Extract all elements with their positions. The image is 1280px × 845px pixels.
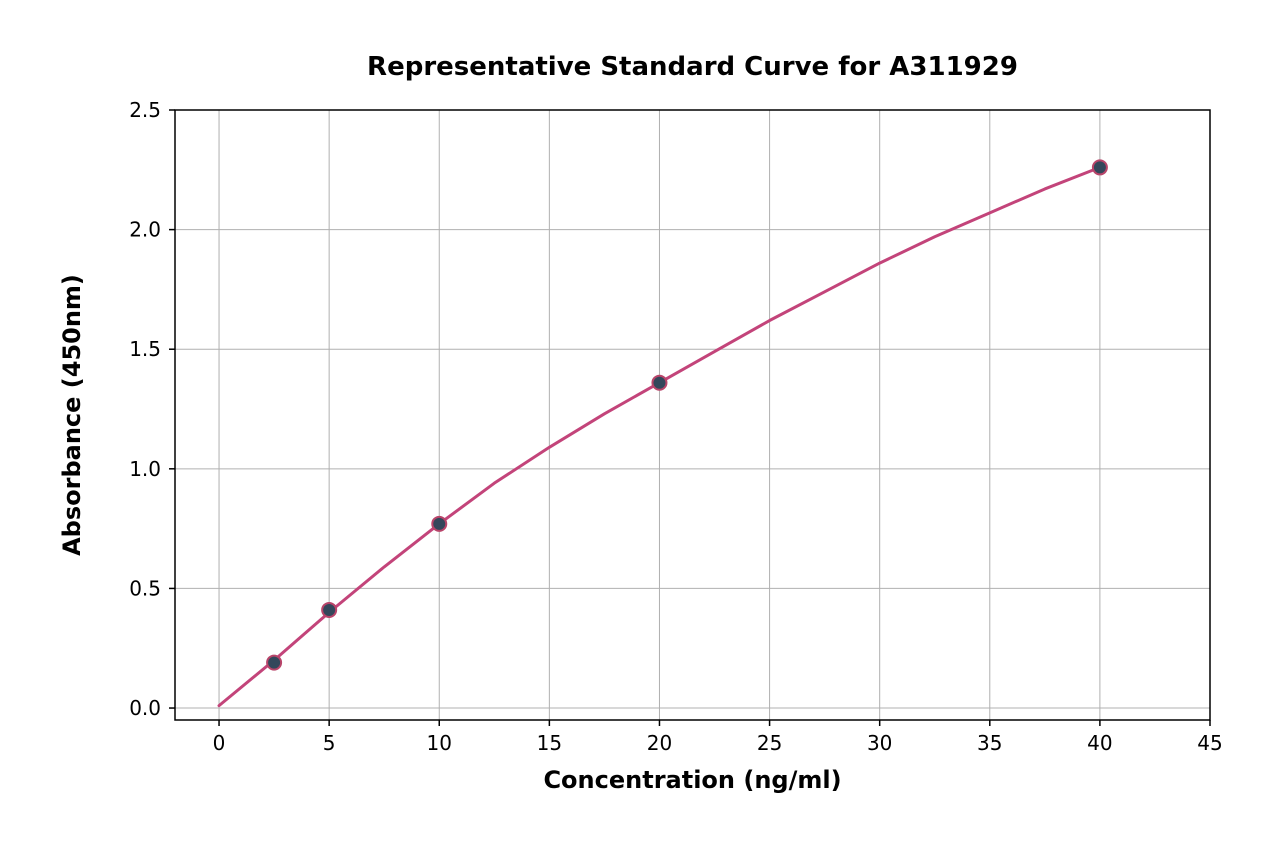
standard-curve-chart: 0 5 10 15 20 25 30 35 40 45 0.0 0.5 1.0 1.5 2.0 2.5 Conc… xyxy=(0,0,1280,845)
x-axis-label: Concentration (ng/ml) xyxy=(543,766,841,794)
x-tick-label: 25 xyxy=(757,731,782,755)
x-tick-label: 15 xyxy=(537,731,562,755)
chart-background xyxy=(0,0,1280,845)
x-tick-label: 20 xyxy=(647,731,672,755)
y-tick-label: 2.0 xyxy=(129,218,161,242)
data-point xyxy=(322,603,336,617)
y-tick-label: 0.5 xyxy=(129,576,161,600)
data-point xyxy=(1093,160,1107,174)
data-point xyxy=(432,517,446,531)
x-tick-label: 35 xyxy=(977,731,1002,755)
x-tick-label: 0 xyxy=(213,731,226,755)
y-tick-label: 1.5 xyxy=(129,337,161,361)
x-tick-label: 40 xyxy=(1087,731,1112,755)
y-tick-label: 1.0 xyxy=(129,457,161,481)
x-tick-label: 30 xyxy=(867,731,892,755)
y-axis-label: Absorbance (450nm) xyxy=(58,274,86,556)
chart-container: 0 5 10 15 20 25 30 35 40 45 0.0 0.5 1.0 1.5 2.0 2.5 Conc… xyxy=(0,0,1280,845)
data-point xyxy=(652,376,666,390)
x-tick-label: 10 xyxy=(427,731,452,755)
chart-title: Representative Standard Curve for A31192… xyxy=(367,52,1018,82)
x-tick-label: 45 xyxy=(1197,731,1222,755)
y-tick-label: 2.5 xyxy=(129,98,161,122)
x-tick-label: 5 xyxy=(323,731,336,755)
y-tick-label: 0.0 xyxy=(129,696,161,720)
data-point xyxy=(267,656,281,670)
